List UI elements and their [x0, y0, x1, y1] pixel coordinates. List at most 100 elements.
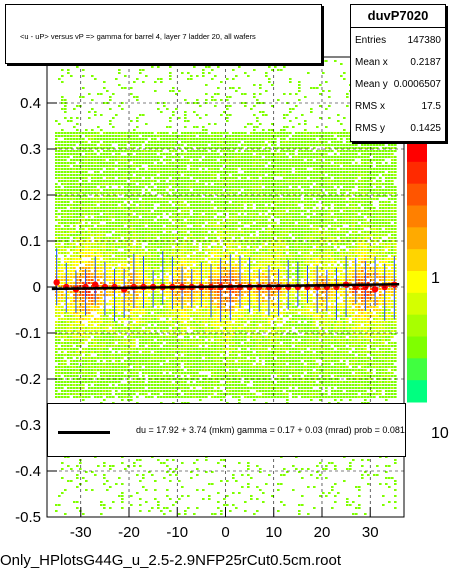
heatmap-cell	[187, 207, 190, 209]
heatmap-cell	[88, 303, 91, 305]
heatmap-cell	[202, 222, 205, 224]
heatmap-cell	[79, 153, 82, 155]
heatmap-cell	[217, 342, 220, 344]
heatmap-cell	[220, 246, 223, 248]
heatmap-cell	[82, 342, 85, 344]
heatmap-cell	[97, 333, 100, 335]
heatmap-cell	[217, 462, 220, 464]
heatmap-cell	[148, 333, 151, 335]
heatmap-cell	[91, 360, 94, 362]
heatmap-cell	[103, 198, 106, 200]
heatmap-cell	[100, 180, 103, 182]
heatmap-cell	[163, 147, 166, 149]
heatmap-cell	[70, 219, 73, 221]
heatmap-cell	[127, 234, 130, 236]
heatmap-cell	[91, 300, 94, 302]
heatmap-cell	[112, 201, 115, 203]
heatmap-cell	[190, 174, 193, 176]
heatmap-cell	[145, 288, 148, 290]
heatmap-cell	[97, 264, 100, 266]
heatmap-cell	[193, 228, 196, 230]
heatmap-cell	[178, 297, 181, 299]
heatmap-cell	[175, 303, 178, 305]
heatmap-cell	[67, 456, 70, 458]
heatmap-cell	[79, 258, 82, 260]
heatmap-cell	[217, 369, 220, 371]
heatmap-cell	[109, 372, 112, 374]
heatmap-cell	[214, 222, 217, 224]
heatmap-cell	[79, 285, 82, 287]
heatmap-cell	[112, 207, 115, 209]
heatmap-cell	[178, 363, 181, 365]
heatmap-cell	[79, 459, 82, 461]
heatmap-cell	[172, 303, 175, 305]
heatmap-cell	[199, 330, 202, 332]
heatmap-cell	[103, 387, 106, 389]
heatmap-cell	[202, 201, 205, 203]
heatmap-cell	[169, 357, 172, 359]
heatmap-cell	[211, 219, 214, 221]
heatmap-cell	[220, 99, 223, 101]
heatmap-cell	[202, 75, 205, 77]
heatmap-cell	[169, 153, 172, 155]
heatmap-cell	[205, 342, 208, 344]
heatmap-cell	[169, 363, 172, 365]
heatmap-cell	[67, 375, 70, 377]
heatmap-cell	[151, 369, 154, 371]
heatmap-cell	[76, 306, 79, 308]
heatmap-cell	[175, 108, 178, 110]
heatmap-cell	[157, 243, 160, 245]
heatmap-cell	[199, 318, 202, 320]
heatmap-cell	[115, 270, 118, 272]
heatmap-cell	[145, 210, 148, 212]
heatmap-cell	[157, 159, 160, 161]
heatmap-cell	[220, 198, 223, 200]
heatmap-cell	[169, 243, 172, 245]
heatmap-cell	[97, 195, 100, 197]
heatmap-cell	[139, 72, 142, 74]
heatmap-cell	[82, 372, 85, 374]
heatmap-cell	[163, 270, 166, 272]
heatmap-cell	[70, 144, 73, 146]
heatmap-cell	[100, 192, 103, 194]
heatmap-cell	[73, 195, 76, 197]
heatmap-cell	[130, 120, 133, 122]
heatmap-cell	[127, 303, 130, 305]
heatmap-cell	[211, 483, 214, 485]
heatmap-cell	[109, 99, 112, 101]
heatmap-cell	[154, 375, 157, 377]
heatmap-cell	[172, 276, 175, 278]
heatmap-cell	[190, 261, 193, 263]
heatmap-cell	[55, 312, 58, 314]
heatmap-cell	[196, 153, 199, 155]
heatmap-cell	[55, 141, 58, 143]
heatmap-cell	[154, 312, 157, 314]
heatmap-cell	[205, 270, 208, 272]
heatmap-cell	[64, 108, 67, 110]
heatmap-cell	[127, 270, 130, 272]
heatmap-cell	[79, 462, 82, 464]
heatmap-cell	[196, 351, 199, 353]
heatmap-cell	[163, 264, 166, 266]
heatmap-cell	[211, 264, 214, 266]
heatmap-cell	[211, 318, 214, 320]
heatmap-cell	[100, 396, 103, 398]
heatmap-cell	[82, 261, 85, 263]
heatmap-cell	[160, 237, 163, 239]
heatmap-cell	[118, 105, 121, 107]
heatmap-cell	[160, 297, 163, 299]
heatmap-cell	[97, 318, 100, 320]
heatmap-cell	[154, 384, 157, 386]
heatmap-cell	[193, 366, 196, 368]
heatmap-cell	[208, 498, 211, 500]
heatmap-cell	[121, 318, 124, 320]
heatmap-cell	[61, 372, 64, 374]
heatmap-cell	[217, 183, 220, 185]
heatmap-cell	[154, 387, 157, 389]
heatmap-cell	[91, 273, 94, 275]
heatmap-cell	[160, 135, 163, 137]
heatmap-cell	[79, 315, 82, 317]
heatmap-cell	[109, 156, 112, 158]
heatmap-cell	[115, 135, 118, 137]
heatmap-cell	[79, 384, 82, 386]
